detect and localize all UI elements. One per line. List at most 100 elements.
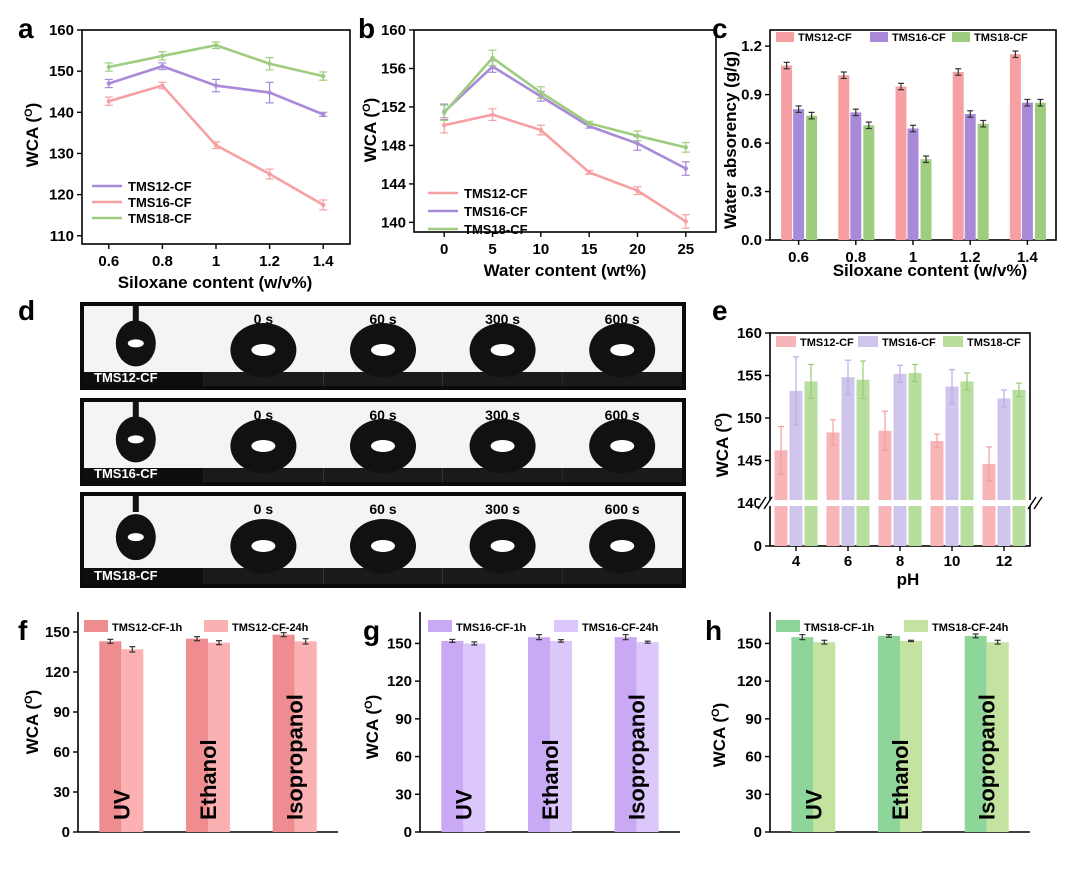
y-tick-label: 130 [49, 145, 74, 162]
chart-g: 0 30 60 90 120 150 UV Ethanol Isopropanol TMS16-C… [387, 612, 680, 841]
bar-TMS16-CF [945, 386, 959, 546]
legend-label: TMS18-CF-24h [932, 622, 1009, 634]
axis-break-gap [756, 500, 1046, 506]
y-tick-label: 120 [49, 187, 74, 204]
y-tick-label: 30 [745, 786, 762, 803]
bar-TMS18-CF-1h [964, 635, 987, 832]
legend-swatch [428, 620, 452, 632]
legend-label: TMS18-CF [967, 337, 1021, 349]
y-tick-label: 140 [737, 495, 762, 512]
bar-TMS16-CF-1h [441, 640, 464, 832]
data-point [490, 55, 495, 61]
axis-break-mark [763, 496, 773, 510]
time-label: 300 s [485, 407, 520, 423]
x-tick-label: 0.8 [152, 253, 173, 270]
time-label: 0 s [254, 407, 274, 423]
y-tick-label: 160 [381, 22, 406, 39]
axis-break-mark [757, 496, 767, 510]
bar-TMS18-CF [806, 115, 818, 240]
series-line-TMS12-CF [443, 113, 687, 223]
data-point [160, 53, 165, 59]
legend-swatch [554, 620, 578, 632]
bar-TMS16-CF-24h [550, 640, 572, 832]
plot-frame [413, 29, 717, 233]
y-tick-label: 120 [45, 664, 70, 681]
data-point [538, 127, 544, 133]
time-label: 600 s [605, 501, 640, 517]
axis-title-e-x: pH [897, 570, 920, 589]
bar-TMS12-CF [826, 432, 840, 546]
legend-swatch [776, 32, 794, 42]
chart-f: 0 30 60 90 120 150 UV Ethanol Isopropanol TMS12-C… [45, 612, 338, 841]
x-tick-label: 20 [629, 241, 646, 258]
substrate [562, 372, 682, 386]
needle [132, 496, 139, 512]
axis-break-mark [1033, 496, 1043, 510]
y-tick-label: 160 [737, 325, 762, 342]
axis-title-h-y: WCA (O) [710, 703, 729, 768]
substrate [203, 468, 324, 482]
legend-label: TMS12-CF-24h [232, 622, 309, 634]
data-point [635, 141, 640, 146]
y-tick-label: 30 [395, 786, 412, 803]
bar-TMS16-CF-1h [614, 637, 637, 832]
bar-TMS18-CF [863, 125, 875, 240]
label-bar [84, 372, 204, 386]
legend-swatch [952, 32, 970, 42]
data-point [213, 143, 219, 148]
droplet-highlight [371, 440, 395, 452]
label-bar [84, 468, 204, 482]
panel-label-a: a [18, 13, 34, 44]
droplet-photo-grid: TMS12-CF 0 s 60 s 300 s 600 s TMS16-CF 0 s 60 s… [80, 302, 686, 588]
data-point [213, 83, 219, 88]
data-point [321, 73, 326, 79]
axis-title-e-y: WCA (O) [713, 413, 732, 478]
y-tick-label: 140 [381, 214, 406, 231]
x-tick-label: 0.6 [788, 249, 809, 266]
data-point [106, 64, 112, 70]
data-point [321, 112, 326, 117]
droplet-highlight [371, 344, 395, 356]
legend-swatch [84, 620, 108, 632]
bar-TMS18-CF [1012, 389, 1026, 546]
x-tick-label: 4 [792, 553, 801, 570]
needle [132, 306, 139, 322]
bar-TMS18-CF [804, 381, 818, 546]
data-point [586, 121, 592, 126]
x-tick-label: 1 [212, 253, 220, 270]
droplet-highlight [251, 540, 276, 552]
legend-swatch [776, 620, 800, 632]
axis-break-mark [1027, 496, 1037, 510]
y-tick-label: 150 [45, 624, 70, 641]
time-label: 60 s [369, 501, 396, 517]
data-point [683, 166, 688, 171]
y-tick-label: 60 [745, 749, 762, 766]
time-label: 600 s [605, 311, 640, 327]
data-point [321, 202, 326, 208]
sample-label: TMS16-CF [94, 466, 158, 481]
legend-label: TMS16-CF-24h [582, 622, 659, 634]
panel-label-h: h [705, 615, 722, 646]
bar-TMS12-CF [781, 65, 793, 241]
x-tick-label: 1.2 [259, 253, 280, 270]
axis-title-b-x: Water content (wt%) [484, 261, 647, 280]
substrate [203, 568, 324, 584]
bar-TMS12-CF-24h [121, 649, 144, 832]
y-tick-label: 90 [395, 711, 412, 728]
x-tick-label: 0 [440, 241, 448, 258]
y-tick-label: 0 [404, 824, 412, 841]
x-tick-label: 8 [896, 553, 904, 570]
legend-swatch [904, 620, 928, 632]
y-tick-label: 90 [53, 704, 70, 721]
substrate [323, 372, 443, 386]
bar-TMS18-CF [920, 159, 932, 240]
data-point [586, 170, 592, 175]
legend-label: TMS18-CF [974, 32, 1028, 44]
data-point [538, 90, 544, 95]
legend-label: TMS18-CF [464, 222, 528, 237]
legend-label: TMS18-CF-1h [804, 622, 875, 634]
label-bar [84, 568, 204, 584]
y-tick-label: 0 [62, 824, 70, 841]
legend-label: TMS16-CF [128, 195, 192, 210]
bar-TMS18-CF [977, 123, 989, 240]
